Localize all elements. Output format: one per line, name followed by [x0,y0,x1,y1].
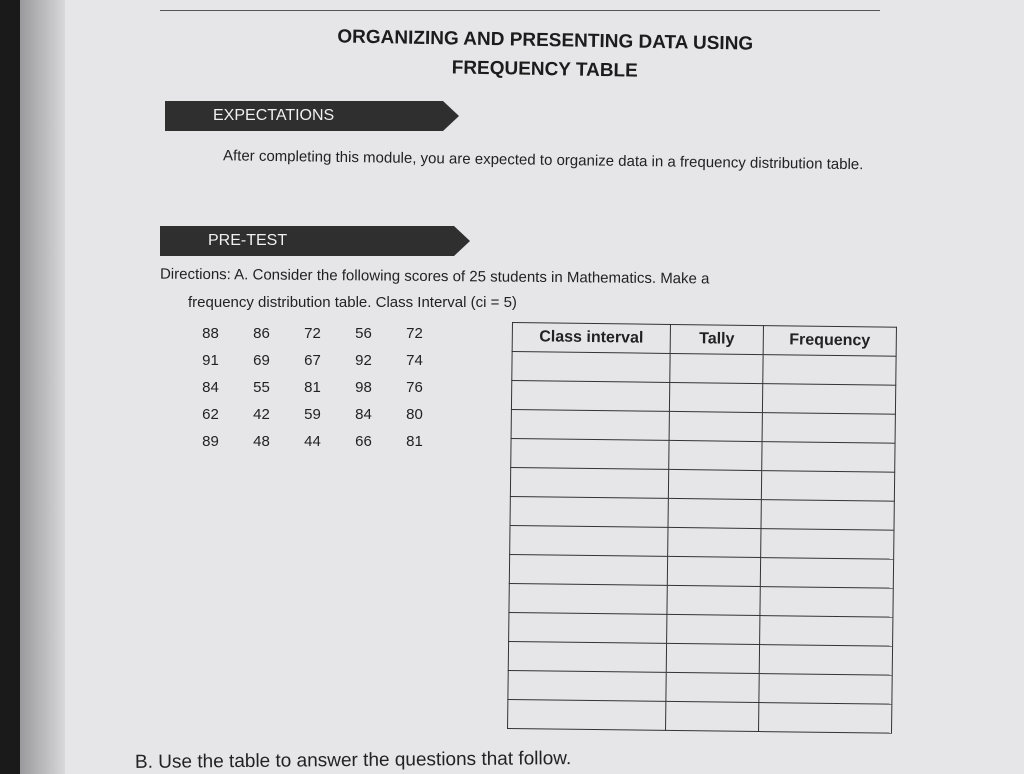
table-cell [666,585,761,616]
table-row [507,670,893,705]
table-row [508,612,893,647]
score: 88 [202,325,219,342]
score: 84 [202,379,219,396]
table-cell [669,382,763,413]
scores-row: 62 42 59 84 80 [185,406,440,433]
table-cell [758,673,893,705]
column-header: Frequency [763,325,897,357]
score: 80 [406,406,423,423]
table-cell [510,467,669,499]
frequency-table: Class interval Tally Frequency [507,322,897,734]
expectations-banner: EXPECTATIONS [165,101,459,131]
table-cell [511,351,671,383]
score: 76 [406,379,423,396]
table-cell [760,499,895,531]
score: 44 [304,433,321,450]
score: 62 [202,406,219,423]
score: 92 [355,352,372,369]
divider [160,10,880,11]
table-cell [669,411,763,442]
table-cell [759,615,893,647]
score: 89 [202,433,219,450]
table-cell [668,440,763,471]
score: 74 [406,352,423,369]
table-cell [666,614,760,645]
table-row [508,641,893,676]
page-shadow [20,0,65,774]
table-cell [508,641,667,673]
table-cell [509,525,669,557]
scores-row: 88 86 72 56 72 [185,325,440,352]
expectations-text: After completing this module, you are ex… [222,147,864,174]
table-cell [668,469,762,500]
score: 56 [355,325,372,342]
pretest-banner: PRE-TEST [160,226,470,256]
table-cell [508,583,668,615]
table-cell [511,380,670,412]
table-cell [667,556,761,587]
table-cell [669,353,764,384]
score: 84 [355,406,372,423]
table-cell [761,470,895,502]
score: 91 [202,352,219,369]
table-row [509,525,894,560]
table-row [507,699,892,734]
page-title: ORGANIZING AND PRESENTING DATA USING FREQ… [337,26,754,82]
scores-row: 84 55 81 98 76 [185,379,440,406]
table-row [511,380,896,415]
score: 98 [355,379,372,396]
table-cell [507,670,667,702]
table-cell [759,644,893,676]
table-cell [762,383,896,415]
table-cell [668,498,762,529]
table-row [510,467,895,502]
table-row [508,583,894,618]
score: 81 [406,433,423,450]
scores-row: 89 48 44 66 81 [185,433,440,460]
table-cell [510,438,670,470]
table-cell [667,527,761,558]
table-cell [665,672,760,703]
score: 72 [304,325,321,342]
table-row [511,351,897,386]
part-b-text: B. Use the table to answer the questions… [134,748,572,773]
table-row [510,438,896,473]
table-cell [761,441,896,473]
scores-row: 91 69 67 92 74 [185,352,440,379]
table-cell [760,528,894,560]
score: 55 [253,379,270,396]
table-cell [510,496,669,528]
table-cell [759,586,894,618]
directions-line2: frequency distribution table. Class Inte… [188,294,517,311]
score: 67 [304,352,321,369]
scores-grid: 88 86 72 56 72 91 69 67 92 74 84 55 81 98 76 62 42 59 84 80… [185,325,440,460]
table-row [511,409,896,444]
score: 86 [253,325,270,342]
directions-line1: Directions: A. Consider the following sc… [159,265,710,288]
table-cell [665,701,759,732]
table-cell [762,354,897,386]
score: 59 [304,406,321,423]
score: 81 [304,379,321,396]
score: 72 [406,325,423,342]
table-cell [758,702,892,734]
score: 66 [355,433,372,450]
table-cell [666,643,760,674]
table-cell [508,612,667,644]
document-page: ORGANIZING AND PRESENTING DATA USING FREQ… [20,0,1024,774]
score: 48 [253,433,270,450]
column-header: Class interval [512,322,671,354]
table-row [509,554,894,589]
table-cell [760,557,894,589]
table-cell [762,412,896,444]
table-cell [511,409,670,441]
score: 42 [253,406,270,423]
table-row [510,496,895,531]
table-cell [507,699,666,731]
table-cell [509,554,668,586]
column-header: Tally [670,324,764,355]
score: 69 [253,352,270,369]
